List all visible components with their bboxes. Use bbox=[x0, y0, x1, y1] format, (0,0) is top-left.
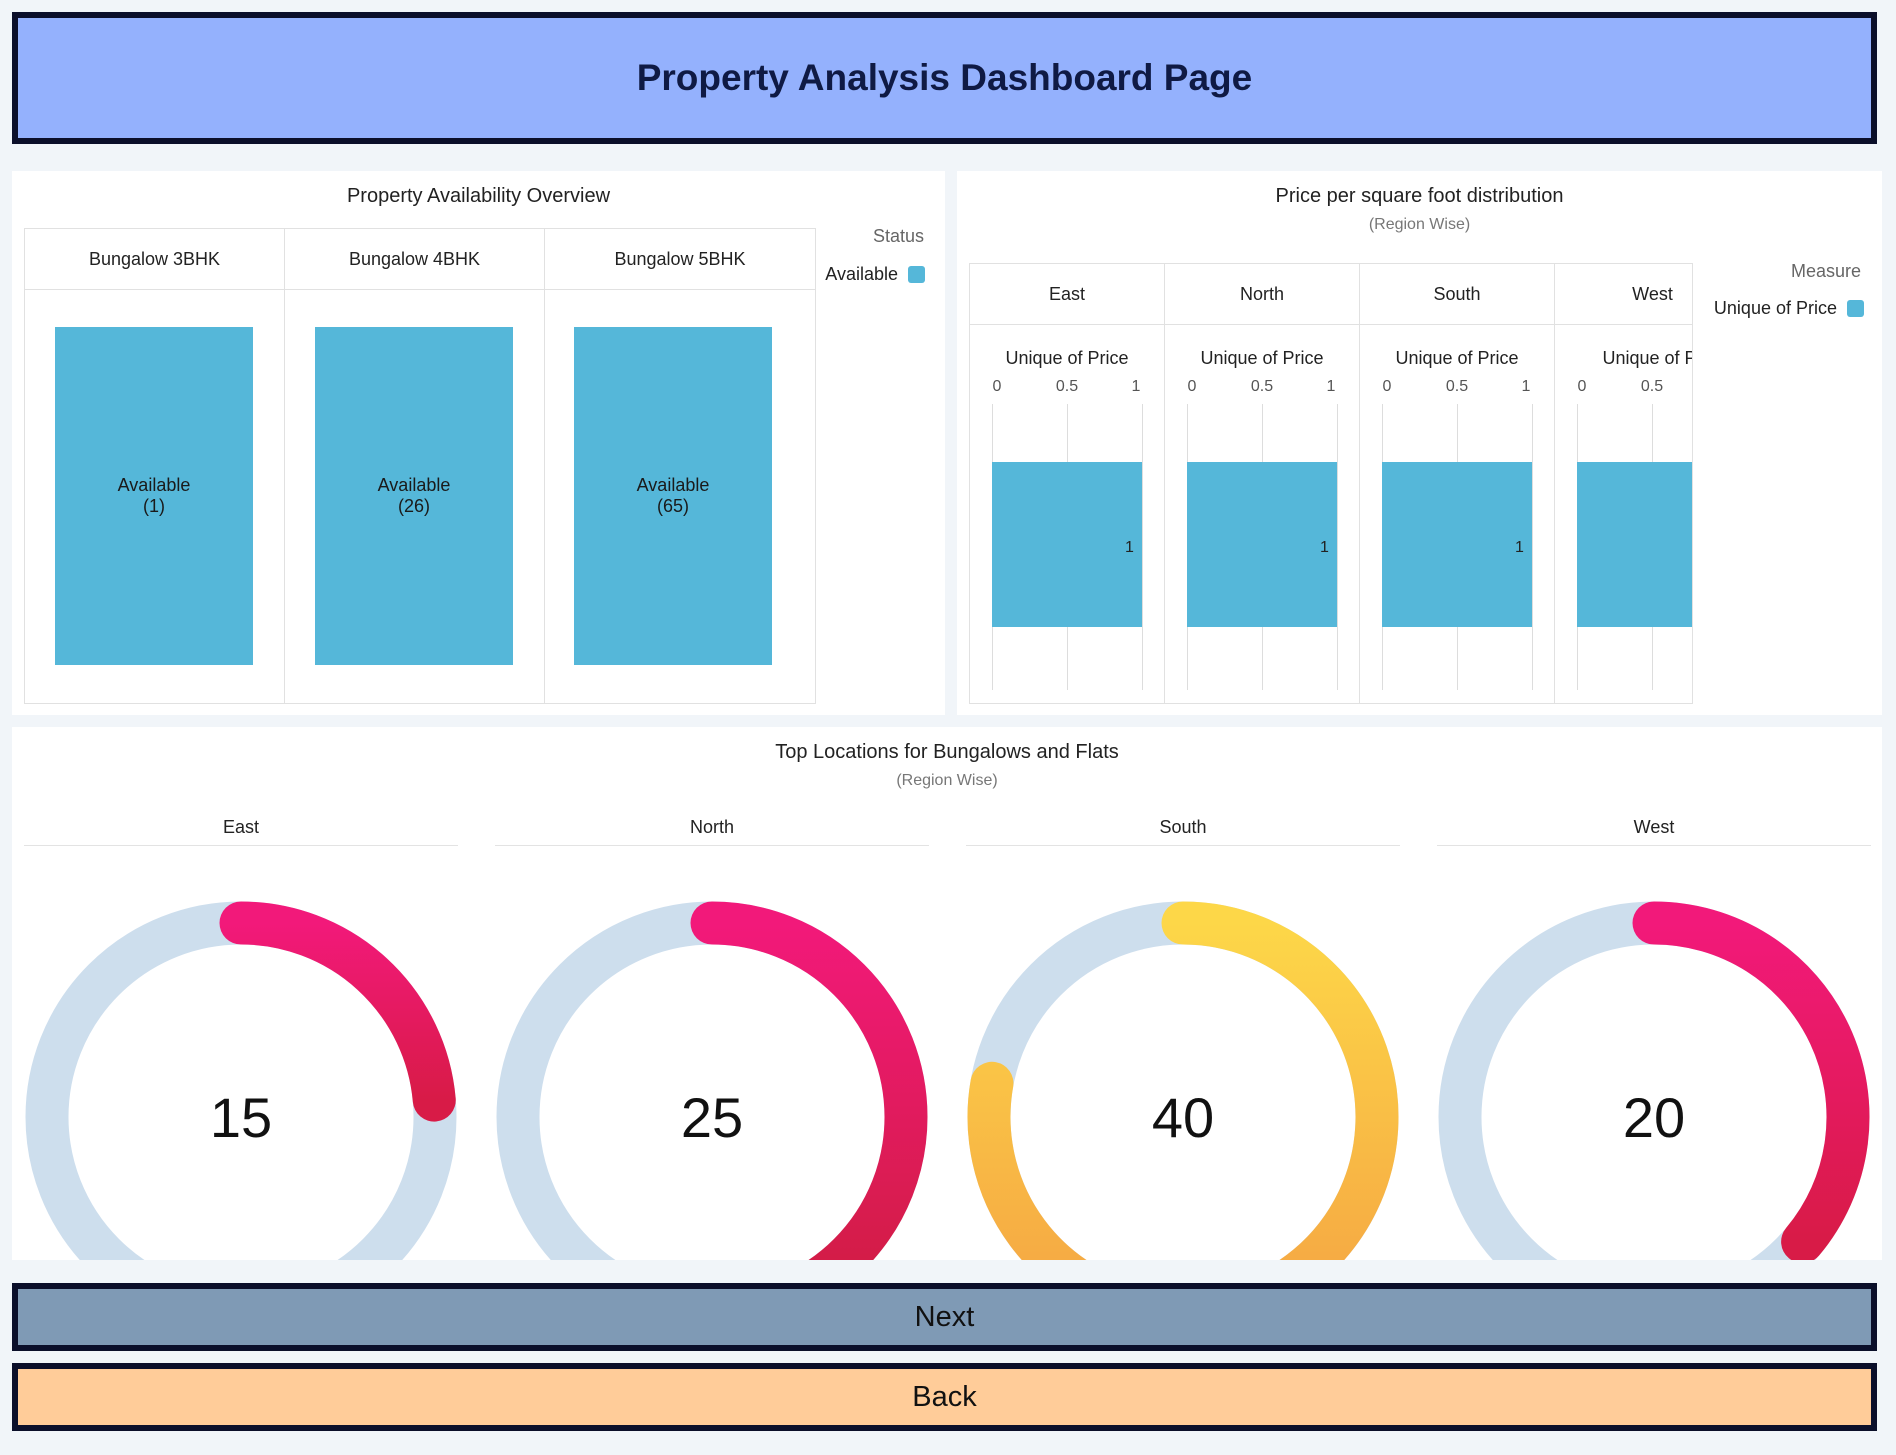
price-bar[interactable] bbox=[1382, 462, 1532, 627]
price-matrix: East Unique of Price 0 0.5 1 1 North Uni… bbox=[969, 263, 1693, 704]
page-title: Property Analysis Dashboard Page bbox=[636, 57, 1253, 98]
availability-bar[interactable]: Available (26) bbox=[315, 327, 513, 665]
gauge-label: North bbox=[689, 817, 734, 837]
column-header: Bungalow 4BHK bbox=[285, 229, 544, 290]
measure-axis-label: Unique of Price bbox=[1395, 348, 1519, 368]
region-header: North bbox=[1165, 264, 1359, 325]
bar-count-label: (65) bbox=[656, 496, 689, 516]
locations-card: Top Locations for Bungalows and Flats (R… bbox=[12, 727, 1882, 1260]
measure-axis-label: Unique of Price bbox=[1005, 348, 1129, 368]
price-bar[interactable] bbox=[992, 462, 1142, 627]
page-header: Property Analysis Dashboard Page bbox=[12, 12, 1877, 144]
region-header: East bbox=[970, 264, 1164, 325]
availability-bar[interactable]: Available (1) bbox=[55, 327, 253, 665]
price-region-column: West Unique of Pr 0 0.5 bbox=[1555, 264, 1693, 703]
gauge-value-arc bbox=[1632, 901, 1870, 1260]
price-bar[interactable] bbox=[1577, 462, 1692, 627]
legend-item-available[interactable]: Available bbox=[825, 264, 925, 285]
gridline bbox=[1337, 404, 1338, 690]
gridline bbox=[1142, 404, 1143, 690]
availability-card: Property Availability Overview Bungalow … bbox=[12, 171, 945, 715]
gauge-ring bbox=[25, 901, 457, 1260]
region-header: South bbox=[1360, 264, 1554, 325]
axis-tick: 0.5 bbox=[1250, 378, 1274, 395]
gauge-divider bbox=[966, 845, 1400, 846]
bar-status-label: Available bbox=[117, 475, 191, 495]
price-region-column: North Unique of Price 0 0.5 1 1 bbox=[1165, 264, 1360, 703]
price-subtitle: (Region Wise) bbox=[1368, 216, 1471, 233]
availability-bar[interactable]: Available (65) bbox=[574, 327, 772, 665]
gauge-east[interactable]: East 15 bbox=[24, 817, 458, 1260]
gauge-value: 25 bbox=[680, 1086, 744, 1149]
gauge-value: 40 bbox=[1151, 1086, 1215, 1149]
axis-tick: 0.5 bbox=[1640, 378, 1664, 395]
bar-status-label: Available bbox=[636, 475, 710, 495]
axis-tick: 0.5 bbox=[1445, 378, 1469, 395]
gauge-ring bbox=[967, 901, 1399, 1260]
bar-count-label: (1) bbox=[143, 496, 165, 516]
availability-column: Bungalow 4BHK Available (26) bbox=[285, 229, 545, 703]
availability-matrix: Bungalow 3BHK Available (1) Bungalow 4BH… bbox=[24, 228, 816, 704]
availability-column: Bungalow 3BHK Available (1) bbox=[25, 229, 285, 703]
bar-value-label: 1 bbox=[1320, 539, 1329, 556]
legend-label: Available bbox=[825, 264, 898, 284]
gauge-ring bbox=[496, 901, 928, 1260]
locations-title: Top Locations for Bungalows and Flats bbox=[775, 741, 1119, 763]
legend-swatch bbox=[908, 266, 925, 283]
gauge-value-arc bbox=[690, 901, 928, 1260]
gauge-value: 15 bbox=[209, 1086, 273, 1149]
axis-tick: 0 bbox=[992, 378, 1002, 395]
price-region-column: South Unique of Price 0 0.5 1 1 bbox=[1360, 264, 1555, 703]
gauge-value-arc bbox=[219, 901, 456, 1122]
axis-tick: 1 bbox=[1326, 378, 1336, 395]
gauge-label: East bbox=[222, 817, 260, 837]
next-button[interactable]: Next bbox=[12, 1283, 1877, 1351]
region-header: West bbox=[1555, 264, 1692, 325]
back-button[interactable]: Back bbox=[12, 1363, 1877, 1431]
gauge-label: West bbox=[1633, 817, 1675, 837]
legend-title: Measure bbox=[1790, 261, 1861, 281]
axis-tick: 0 bbox=[1577, 378, 1587, 395]
measure-axis-label: Unique of Pr bbox=[1602, 348, 1693, 368]
bar-count-label: (26) bbox=[397, 496, 430, 516]
gauge-divider bbox=[1437, 845, 1871, 846]
gauge-north[interactable]: North 25 bbox=[495, 817, 929, 1260]
bar-status-label: Available bbox=[377, 475, 451, 495]
price-bar[interactable] bbox=[1187, 462, 1337, 627]
axis-tick: 0.5 bbox=[1055, 378, 1079, 395]
gauge-west[interactable]: West 20 bbox=[1437, 817, 1871, 1260]
axis-tick: 1 bbox=[1131, 378, 1141, 395]
gauge-divider bbox=[495, 845, 929, 846]
bar-value-label: 1 bbox=[1125, 539, 1134, 556]
price-region-column: East Unique of Price 0 0.5 1 1 bbox=[970, 264, 1165, 703]
price-card: Price per square foot distribution (Regi… bbox=[957, 171, 1882, 715]
legend-item-unique-price[interactable]: Unique of Price bbox=[1714, 298, 1864, 319]
axis-tick: 0 bbox=[1187, 378, 1197, 395]
availability-column: Bungalow 5BHK Available (65) bbox=[545, 229, 815, 703]
column-header: Bungalow 3BHK bbox=[25, 229, 284, 290]
gauge-value: 20 bbox=[1622, 1086, 1686, 1149]
axis-tick: 0 bbox=[1382, 378, 1392, 395]
price-title: Price per square foot distribution bbox=[1275, 185, 1564, 207]
bar-value-label: 1 bbox=[1515, 539, 1524, 556]
legend-label: Unique of Price bbox=[1713, 298, 1837, 318]
locations-subtitle: (Region Wise) bbox=[896, 772, 998, 789]
legend-swatch bbox=[1847, 300, 1864, 317]
gauge-label: South bbox=[1159, 817, 1207, 837]
legend-title: Status bbox=[872, 226, 924, 246]
gauge-divider bbox=[24, 845, 458, 846]
column-header: Bungalow 5BHK bbox=[545, 229, 815, 290]
gridline bbox=[1532, 404, 1533, 690]
availability-title: Property Availability Overview bbox=[346, 185, 611, 207]
measure-axis-label: Unique of Price bbox=[1200, 348, 1324, 368]
gauge-south[interactable]: South 40 bbox=[966, 817, 1400, 1260]
axis-tick: 1 bbox=[1521, 378, 1531, 395]
gauge-value-arc bbox=[967, 901, 1399, 1260]
gauge-ring bbox=[1438, 901, 1870, 1260]
